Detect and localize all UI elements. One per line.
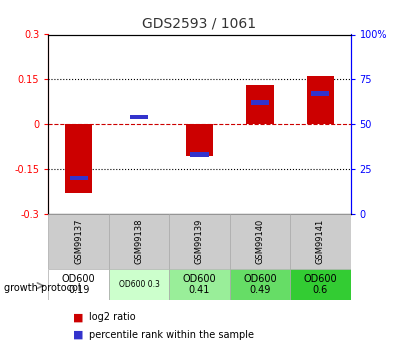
Bar bbox=[290, 269, 351, 300]
Text: OD600
0.49: OD600 0.49 bbox=[243, 274, 277, 295]
Text: GSM99140: GSM99140 bbox=[256, 219, 264, 264]
Bar bbox=[230, 214, 290, 269]
Text: OD600
0.6: OD600 0.6 bbox=[303, 274, 337, 295]
Bar bbox=[70, 176, 88, 180]
Text: OD600
0.41: OD600 0.41 bbox=[183, 274, 216, 295]
Text: GSM99137: GSM99137 bbox=[74, 219, 83, 264]
Text: GSM99141: GSM99141 bbox=[316, 219, 325, 264]
Bar bbox=[169, 214, 230, 269]
Title: GDS2593 / 1061: GDS2593 / 1061 bbox=[142, 17, 257, 31]
Text: ■: ■ bbox=[73, 330, 83, 339]
Bar bbox=[65, 124, 92, 193]
Bar bbox=[230, 269, 290, 300]
Bar bbox=[311, 91, 330, 96]
Text: log2 ratio: log2 ratio bbox=[89, 313, 135, 322]
Text: OD600
0.19: OD600 0.19 bbox=[62, 274, 96, 295]
Text: GSM99138: GSM99138 bbox=[135, 219, 143, 264]
Bar bbox=[186, 124, 213, 156]
Text: ■: ■ bbox=[73, 313, 83, 322]
Text: GSM99139: GSM99139 bbox=[195, 219, 204, 264]
Bar bbox=[251, 100, 269, 105]
Bar bbox=[307, 76, 334, 124]
Bar bbox=[48, 214, 109, 269]
Text: growth protocol: growth protocol bbox=[4, 283, 81, 293]
Text: percentile rank within the sample: percentile rank within the sample bbox=[89, 330, 253, 339]
Bar bbox=[109, 269, 169, 300]
Bar bbox=[290, 214, 351, 269]
Bar bbox=[109, 214, 169, 269]
Bar bbox=[48, 269, 109, 300]
Bar bbox=[246, 85, 274, 124]
Bar bbox=[130, 115, 148, 119]
Bar bbox=[169, 269, 230, 300]
Text: OD600 0.3: OD600 0.3 bbox=[118, 280, 160, 289]
Bar bbox=[191, 152, 209, 157]
